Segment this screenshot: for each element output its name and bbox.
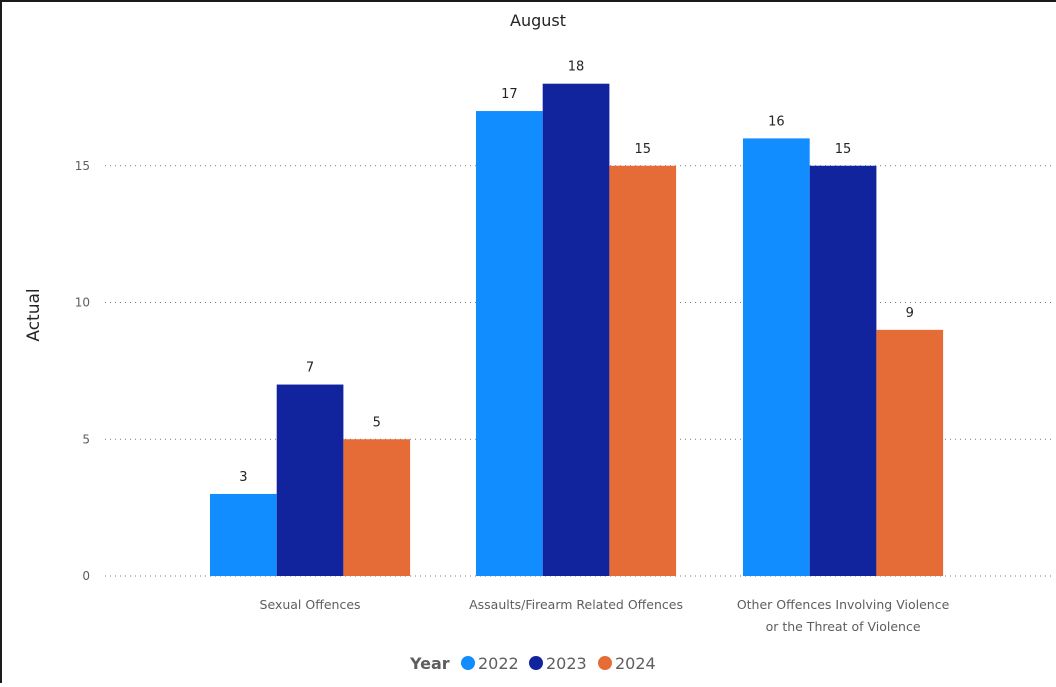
data-label: 9 (906, 306, 914, 321)
bars (210, 83, 944, 577)
data-label: 18 (568, 60, 585, 75)
data-label: 15 (835, 142, 852, 157)
legend-swatch-2024 (598, 656, 612, 670)
bar-2023 (542, 83, 610, 576)
x-category-label: or the Threat of Violence (766, 619, 921, 634)
bar-2022 (476, 111, 543, 577)
legend-label: 2023 (546, 654, 587, 673)
legend-title: Year (409, 654, 450, 673)
data-label: 17 (501, 87, 518, 102)
bar-2024 (343, 439, 411, 576)
y-tick-label: 5 (82, 432, 90, 446)
y-tick-label: 0 (82, 569, 90, 583)
bar-2023 (276, 384, 344, 576)
data-label: 3 (239, 470, 247, 485)
legend: Year 2022 2023 2024 (409, 654, 656, 673)
legend-label: 2024 (615, 654, 656, 673)
y-tick-label: 10 (75, 296, 90, 310)
data-label: 15 (634, 142, 651, 157)
x-category-label: Sexual Offences (260, 597, 361, 612)
legend-swatch-2023 (529, 656, 543, 670)
bar-2024 (876, 329, 944, 576)
x-axis-categories: Sexual Offences Assaults/Firearm Related … (260, 597, 950, 634)
y-axis-label: Actual (24, 288, 44, 341)
x-category-label: Other Offences Involving Violence (737, 597, 950, 612)
legend-label: 2022 (478, 654, 519, 673)
x-category-label: Assaults/Firearm Related Offences (469, 597, 683, 612)
bar-2022 (743, 138, 810, 576)
data-labels: 3 17 16 7 18 15 5 15 9 (239, 60, 914, 485)
y-axis-ticks: 0 5 10 15 (75, 159, 90, 583)
data-label: 16 (768, 114, 785, 129)
legend-swatch-2022 (461, 656, 475, 670)
bar-2024 (609, 165, 677, 576)
chart-title: August (510, 11, 566, 30)
bar-2022 (210, 493, 277, 576)
bar-2023 (809, 165, 877, 576)
data-label: 5 (373, 415, 381, 430)
data-label: 7 (306, 361, 314, 376)
y-tick-label: 15 (75, 159, 90, 173)
